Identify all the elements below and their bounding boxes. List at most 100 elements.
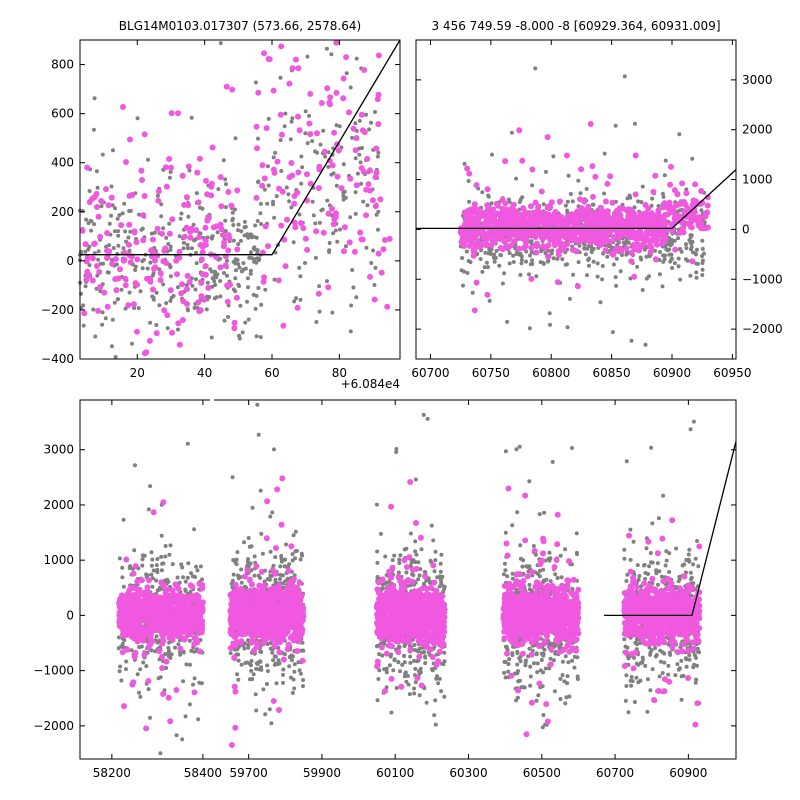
- data-point: [665, 205, 672, 212]
- data-point: [402, 653, 406, 658]
- data-point: [428, 558, 433, 563]
- data-point: [87, 189, 92, 193]
- data-point: [251, 672, 256, 677]
- data-point: [688, 570, 693, 575]
- data-point: [560, 659, 565, 664]
- data-point: [499, 196, 506, 203]
- data-point: [252, 257, 257, 262]
- data-point: [205, 284, 212, 291]
- data-point: [480, 190, 485, 195]
- data-point: [317, 220, 322, 225]
- data-point: [547, 231, 554, 238]
- data-point: [584, 187, 589, 191]
- data-point: [459, 240, 466, 247]
- data-point: [514, 698, 519, 703]
- data-point: [278, 577, 282, 581]
- data-point: [533, 243, 540, 250]
- data-point: [185, 575, 190, 580]
- data-point: [597, 222, 604, 229]
- data-point: [239, 662, 244, 667]
- data-point: [277, 111, 284, 118]
- data-point: [121, 246, 126, 251]
- data-point: [167, 552, 172, 557]
- data-point: [152, 257, 158, 264]
- data-point: [688, 273, 693, 278]
- data-point: [511, 238, 518, 244]
- data-point: [334, 183, 339, 188]
- data-point: [431, 538, 436, 543]
- data-point: [265, 642, 270, 646]
- data-point: [248, 677, 252, 682]
- data-point: [116, 635, 121, 640]
- data-point: [423, 661, 428, 666]
- data-point: [188, 589, 193, 594]
- data-point: [260, 551, 265, 556]
- data-point: [348, 215, 353, 220]
- data-point: [358, 236, 365, 243]
- data-point: [555, 576, 560, 580]
- data-point: [316, 163, 323, 170]
- data-point: [650, 188, 657, 195]
- data-point: [168, 265, 173, 270]
- data-point: [507, 218, 513, 225]
- data-point: [298, 297, 303, 302]
- data-point: [528, 253, 532, 258]
- data-point: [532, 229, 539, 236]
- data-point: [149, 231, 154, 236]
- data-point: [375, 154, 380, 159]
- data-point: [402, 660, 407, 665]
- data-point: [547, 236, 554, 243]
- data-point: [499, 233, 505, 240]
- data-point: [321, 128, 326, 133]
- data-point: [154, 634, 159, 639]
- data-point: [534, 698, 539, 703]
- data-point: [200, 206, 205, 211]
- data-point: [303, 261, 307, 265]
- data-point: [112, 229, 117, 234]
- data-point: [632, 205, 637, 210]
- data-point: [221, 158, 226, 163]
- data-point: [253, 223, 258, 228]
- data-point: [168, 247, 173, 252]
- data-point: [618, 269, 623, 274]
- data-point: [622, 547, 627, 552]
- data-point: [656, 516, 661, 521]
- data-point: [287, 664, 292, 669]
- data-point: [530, 258, 535, 263]
- data-point: [98, 289, 103, 294]
- data-point: [503, 530, 508, 535]
- data-point: [253, 194, 260, 201]
- data-point: [313, 228, 320, 235]
- data-point: [460, 256, 465, 260]
- data-point: [290, 116, 295, 121]
- data-point: [558, 697, 563, 701]
- data-point: [430, 668, 435, 673]
- data-point: [501, 572, 506, 577]
- data-point: [629, 675, 634, 679]
- data-point: [528, 664, 533, 669]
- data-point: [341, 248, 347, 255]
- data-point: [531, 544, 536, 548]
- data-point: [139, 177, 145, 183]
- data-point: [161, 226, 166, 231]
- data-point: [507, 261, 512, 266]
- data-point: [380, 246, 387, 253]
- data-point: [291, 219, 298, 226]
- data-point: [537, 512, 542, 517]
- data-point: [530, 183, 535, 188]
- data-point: [327, 101, 333, 108]
- data-point: [181, 246, 186, 251]
- data-point: [653, 237, 660, 244]
- data-point: [146, 687, 151, 692]
- data-point: [248, 271, 253, 276]
- data-point: [317, 309, 322, 314]
- data-point: [351, 248, 358, 255]
- data-point: [398, 669, 402, 674]
- data-point: [669, 252, 674, 257]
- data-point: [314, 320, 319, 324]
- data-point: [624, 459, 629, 464]
- data-point: [333, 39, 340, 46]
- data-point: [173, 257, 180, 264]
- panel-top-left-model-line: [80, 39, 401, 256]
- data-point: [541, 567, 546, 572]
